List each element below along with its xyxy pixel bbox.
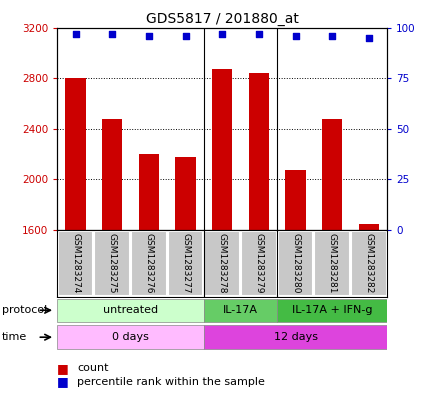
Text: percentile rank within the sample: percentile rank within the sample [77,377,265,387]
Bar [168,231,203,296]
Text: count: count [77,363,109,373]
Text: GSM1283280: GSM1283280 [291,233,300,294]
Text: 12 days: 12 days [274,332,318,342]
Bar [205,231,240,296]
Point [109,30,116,37]
Bar [359,224,379,230]
Bar [249,73,269,230]
Bar [204,299,277,322]
Text: protocol: protocol [2,305,48,315]
Text: GSM1283278: GSM1283278 [218,233,227,294]
Text: ■: ■ [57,375,69,389]
Point [145,33,152,39]
Bar [277,299,387,322]
Text: GSM1283279: GSM1283279 [254,233,264,294]
Bar [278,231,313,296]
Bar [131,231,167,296]
Title: GDS5817 / 201880_at: GDS5817 / 201880_at [146,13,299,26]
Bar [176,156,196,230]
Bar [212,69,232,230]
Bar [66,78,86,230]
Bar [139,154,159,230]
Point [72,30,79,37]
Bar [102,119,122,230]
Bar [286,171,306,230]
Text: time: time [2,332,27,342]
Bar [351,231,387,296]
Text: GSM1283275: GSM1283275 [108,233,117,294]
Text: ■: ■ [57,362,69,375]
Bar [204,325,387,349]
Point [182,33,189,39]
Text: IL-17A + IFN-g: IL-17A + IFN-g [292,305,372,315]
Bar [241,231,277,296]
Text: GSM1283276: GSM1283276 [144,233,154,294]
Bar [58,231,93,296]
Point [219,30,226,37]
Text: untreated: untreated [103,305,158,315]
Point [329,33,336,39]
Text: GSM1283274: GSM1283274 [71,233,80,294]
Text: IL-17A: IL-17A [223,305,258,315]
Bar [57,299,204,322]
Text: GSM1283277: GSM1283277 [181,233,190,294]
Bar [322,119,342,230]
Point [365,35,372,41]
Text: GSM1283281: GSM1283281 [328,233,337,294]
Text: GSM1283282: GSM1283282 [364,233,374,294]
Bar [315,231,350,296]
Bar [57,325,204,349]
Text: 0 days: 0 days [112,332,149,342]
Bar [95,231,130,296]
Point [292,33,299,39]
Point [255,30,262,37]
